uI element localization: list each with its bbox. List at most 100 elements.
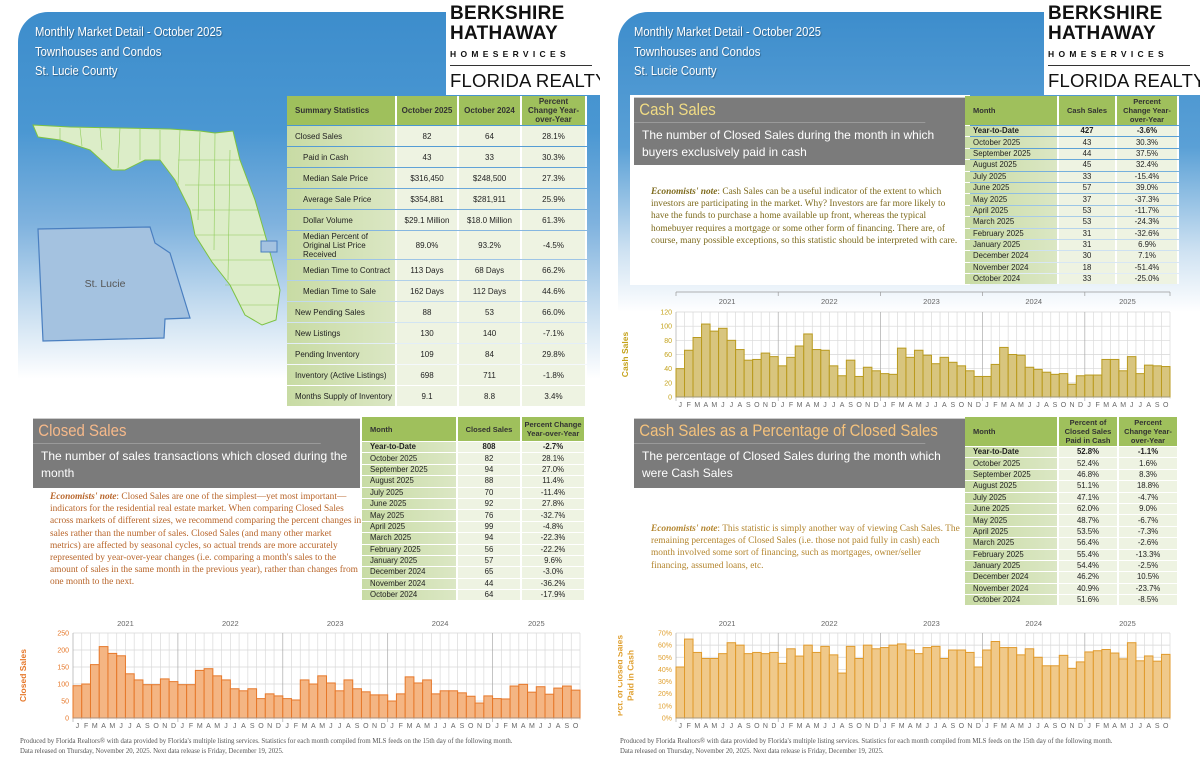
- x-tick-label: J: [548, 723, 552, 730]
- table-row: March 2025 53 -24.3%: [965, 217, 1179, 228]
- table-cell: Year-to-Date: [965, 126, 1059, 137]
- bar-2023-05: [913, 653, 924, 719]
- bar-2022-02: [786, 648, 796, 719]
- x-tick-label: M: [1103, 402, 1109, 409]
- x-tick-label: M: [1018, 402, 1024, 409]
- x-tick-label: M: [424, 723, 430, 730]
- x-tick-label: O: [1163, 402, 1169, 409]
- closed-sales-note: Economists' note: Closed Sales are one o…: [50, 491, 362, 589]
- table-cell: Year-to-Date: [965, 447, 1059, 458]
- table-cell: October 2024: [965, 595, 1059, 606]
- summary-row: Median Time to Contract 113 Days 68 Days…: [287, 260, 587, 280]
- bar-2025-10: [1160, 653, 1171, 719]
- table-cell: -32.6%: [1117, 228, 1179, 239]
- note-label: Economists' note: [50, 492, 117, 502]
- bar-2022-01: [777, 662, 788, 719]
- summary-label: Median Percent of Original List Price Re…: [287, 231, 397, 259]
- summary-current: 82: [397, 126, 459, 146]
- bar-2022-11: [862, 366, 873, 398]
- summary-current: 43: [397, 147, 459, 167]
- x-tick-label: J: [181, 723, 185, 730]
- x-tick-label: F: [891, 402, 895, 409]
- bar-2025-05: [527, 691, 537, 719]
- summary-pct-change: 27.3%: [522, 168, 587, 188]
- x-tick-label: O: [573, 723, 579, 730]
- bar-2021-01: [675, 666, 686, 719]
- y-axis-label: Pct. of Closed Sales: [618, 635, 625, 717]
- x-tick-label: O: [959, 402, 965, 409]
- summary-label: Median Time to Sale: [287, 281, 397, 301]
- summary-current: 698: [397, 365, 459, 385]
- x-tick-label: M: [1120, 723, 1126, 730]
- bar-2024-01: [982, 649, 992, 719]
- table-cell: 62.0%: [1059, 503, 1119, 515]
- table-cell: May 2025: [362, 510, 458, 521]
- bar-2024-03: [999, 647, 1009, 719]
- y-axis-label: Paid in Cash: [626, 650, 636, 701]
- y-tick-label: 120: [660, 310, 672, 317]
- table-cell: July 2025: [965, 492, 1059, 503]
- x-tick-label: A: [136, 723, 141, 730]
- table-row: May 2025 76 -32.7%: [362, 510, 586, 521]
- table-row: February 2025 55.4% -13.3%: [965, 549, 1179, 560]
- bar-2024-05: [1016, 354, 1026, 398]
- bar-2021-12: [769, 356, 779, 398]
- table-cell: -2.7%: [522, 442, 586, 453]
- x-tick-label: O: [1163, 723, 1169, 730]
- table-cell: 54.4%: [1059, 560, 1119, 572]
- bar-2022-03: [794, 655, 805, 719]
- x-tick-label: M: [302, 723, 308, 730]
- bar-2023-01: [282, 698, 293, 719]
- y-tick-label: 250: [57, 631, 69, 638]
- table-row: June 2025 62.0% 9.0%: [965, 503, 1179, 515]
- bar-2022-12: [871, 370, 881, 398]
- bar-2021-12: [168, 681, 179, 719]
- summary-label: Dollar Volume: [287, 210, 397, 230]
- table-cell: 44: [458, 578, 522, 590]
- y-tick-label: 60: [664, 352, 672, 359]
- bar-2023-12: [378, 694, 389, 719]
- summary-row: Months Supply of Inventory 9.1 8.8 3.4%: [287, 386, 587, 406]
- x-tick-label: S: [746, 723, 751, 730]
- table-cell: January 2025: [362, 555, 458, 567]
- table-row: March 2025 56.4% -2.6%: [965, 538, 1179, 549]
- table-cell: -25.0%: [1117, 274, 1179, 285]
- x-tick-label: O: [754, 723, 760, 730]
- x-tick-label: M: [797, 723, 803, 730]
- table-row: January 2025 57 9.6%: [362, 555, 586, 567]
- y-tick-label: 20%: [658, 691, 672, 698]
- table-cell: 64: [458, 590, 522, 601]
- year-label: 2024: [1025, 619, 1042, 628]
- bar-2021-10: [151, 684, 161, 719]
- y-axis-label: Closed Sales: [18, 649, 28, 702]
- x-tick-label: A: [241, 723, 246, 730]
- table-cell: 51.1%: [1059, 481, 1119, 492]
- bar-2025-05: [1118, 370, 1128, 398]
- bar-2021-06: [718, 327, 728, 398]
- year-label: 2025: [1119, 619, 1136, 628]
- bar-2022-01: [177, 684, 188, 719]
- bar-2021-08: [735, 644, 745, 719]
- x-tick-label: N: [1070, 723, 1075, 730]
- bar-2023-09: [948, 361, 958, 398]
- summary-previous: 64: [459, 126, 522, 146]
- note-label: Economists' note: [651, 187, 718, 197]
- table-cell: March 2025: [362, 533, 458, 544]
- x-tick-label: M: [814, 402, 820, 409]
- table-cell: October 2025: [362, 453, 458, 464]
- bar-2025-01: [1084, 374, 1094, 398]
- x-tick-label: A: [942, 723, 947, 730]
- bar-2023-03: [896, 347, 907, 398]
- table-row: April 2025 53.5% -7.3%: [965, 526, 1179, 538]
- table-cell: December 2024: [965, 251, 1059, 262]
- year-label: 2021: [719, 297, 736, 306]
- x-tick-label: J: [329, 723, 333, 730]
- bar-2024-10: [1058, 654, 1069, 719]
- table-cell: 37: [1059, 194, 1117, 205]
- table-row: July 2025 33 -15.4%: [965, 171, 1179, 182]
- x-tick-label: F: [789, 723, 793, 730]
- table-row: August 2025 88 11.4%: [362, 476, 586, 487]
- x-tick-label: J: [730, 402, 734, 409]
- x-tick-label: A: [806, 723, 811, 730]
- county-name: St. Lucie County: [35, 64, 118, 78]
